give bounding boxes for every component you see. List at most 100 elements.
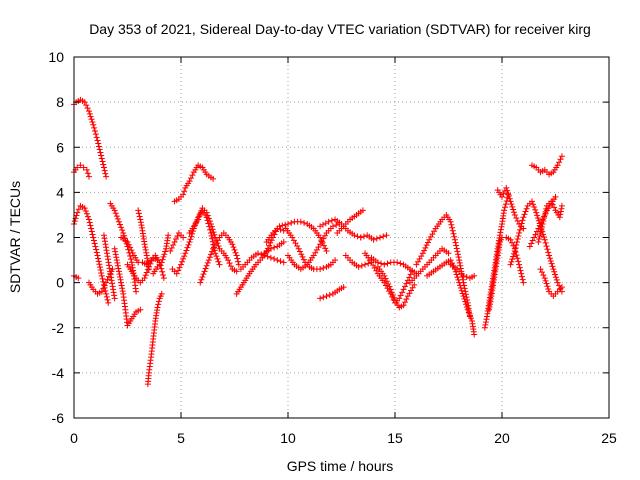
data-point (276, 223, 283, 230)
data-point (99, 275, 106, 282)
data-point (167, 248, 174, 255)
data-point (522, 208, 529, 215)
y-tick-label: -2 (52, 320, 65, 336)
data-point (104, 276, 111, 283)
data-point (103, 173, 110, 180)
series-arc11 (135, 207, 152, 273)
data-point (378, 260, 385, 267)
data-point (552, 193, 559, 200)
data-point (557, 208, 564, 215)
data-point (88, 225, 95, 232)
data-point (95, 258, 102, 265)
data-point (556, 214, 563, 221)
data-point (143, 249, 150, 256)
data-point (340, 284, 347, 291)
data-point (113, 213, 120, 220)
data-point (401, 299, 408, 306)
data-point (512, 245, 519, 252)
data-point (141, 241, 148, 248)
data-point (381, 272, 388, 279)
data-point (422, 244, 429, 251)
data-point (373, 235, 380, 242)
data-point (198, 276, 205, 283)
data-point (325, 218, 332, 225)
data-point (538, 223, 545, 230)
data-point (534, 215, 541, 222)
data-point (482, 321, 489, 328)
data-point (135, 207, 142, 214)
data-point (171, 239, 178, 246)
data-point (226, 260, 233, 267)
data-point (463, 273, 470, 280)
data-point (205, 215, 212, 222)
data-point (109, 283, 116, 290)
data-point (545, 249, 552, 256)
data-point (419, 250, 426, 257)
data-point (208, 232, 215, 239)
data-point (500, 190, 507, 197)
data-point (106, 265, 113, 272)
data-point (88, 116, 95, 123)
data-point (462, 298, 469, 305)
data-point (298, 251, 305, 258)
data-point (516, 226, 523, 233)
data-point (264, 253, 271, 260)
data-point (200, 271, 207, 278)
data-point (202, 265, 209, 272)
data-point (538, 226, 545, 233)
data-point (301, 219, 308, 226)
data-point (87, 113, 94, 120)
data-point (199, 273, 206, 280)
data-point (213, 253, 220, 260)
data-point (279, 222, 286, 229)
x-tick-label: 5 (177, 430, 185, 446)
data-point (447, 218, 454, 225)
data-point (85, 173, 92, 180)
data-point (111, 245, 118, 252)
data-point (542, 277, 549, 284)
data-point (75, 275, 82, 282)
data-point (507, 198, 514, 205)
data-point (557, 211, 564, 218)
data-point (95, 140, 102, 147)
data-point (545, 285, 552, 292)
data-point (203, 262, 210, 269)
data-point (197, 279, 204, 286)
data-point (207, 251, 214, 258)
data-point (421, 247, 428, 254)
data-point (117, 221, 124, 228)
data-point (465, 309, 472, 316)
data-point (209, 238, 216, 245)
data-point (168, 245, 175, 252)
data-point (389, 292, 396, 299)
data-point (511, 248, 518, 255)
data-point (453, 242, 460, 249)
data-point (104, 296, 111, 303)
data-point (517, 223, 524, 230)
data-point (209, 226, 216, 233)
data-point (381, 261, 388, 268)
data-point (158, 290, 165, 297)
data-point (514, 217, 521, 224)
data-point (119, 227, 126, 234)
data-point (382, 275, 389, 282)
data-point (499, 193, 505, 200)
data-point (516, 261, 523, 268)
data-point (77, 162, 84, 169)
data-point (360, 233, 367, 240)
data-point (326, 292, 333, 299)
data-point (210, 175, 217, 182)
data-point (74, 209, 81, 216)
x-tick-label: 0 (70, 430, 78, 446)
data-point (323, 293, 330, 300)
data-point (267, 239, 274, 246)
data-point (138, 222, 145, 229)
data-point (182, 250, 189, 257)
data-point (464, 306, 471, 313)
data-point (543, 280, 550, 287)
data-point (231, 246, 238, 253)
data-point (509, 256, 516, 263)
data-point (100, 161, 107, 168)
data-point (542, 239, 549, 246)
data-point (183, 247, 190, 254)
